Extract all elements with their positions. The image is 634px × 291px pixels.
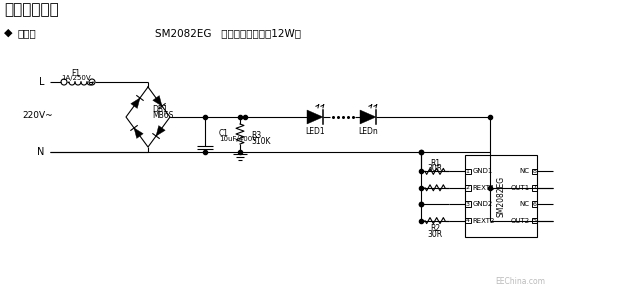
Text: 3: 3 xyxy=(466,202,470,207)
Polygon shape xyxy=(156,126,165,136)
Text: OUT1: OUT1 xyxy=(510,185,529,191)
Text: R3: R3 xyxy=(251,130,261,139)
Text: 30R: 30R xyxy=(427,164,443,173)
Text: 1: 1 xyxy=(466,169,470,174)
Bar xyxy=(465,218,470,223)
Text: L: L xyxy=(39,77,44,87)
Text: OUT2: OUT2 xyxy=(510,218,529,223)
Text: REXT1: REXT1 xyxy=(472,185,495,191)
Text: 方案一: 方案一 xyxy=(18,28,37,38)
Text: NC: NC xyxy=(519,201,529,207)
Text: 4: 4 xyxy=(466,218,470,223)
Text: 30R: 30R xyxy=(427,230,443,239)
Text: REXT2: REXT2 xyxy=(472,218,495,223)
Text: 220V~: 220V~ xyxy=(23,111,53,120)
Bar xyxy=(531,169,537,174)
Bar xyxy=(465,155,537,237)
Polygon shape xyxy=(360,110,376,124)
Text: 10uF/400V: 10uF/400V xyxy=(219,136,257,142)
Text: N: N xyxy=(37,147,44,157)
Text: MB6S: MB6S xyxy=(152,111,173,120)
Bar xyxy=(465,185,470,191)
Bar xyxy=(531,218,537,223)
Bar xyxy=(465,201,470,207)
Text: LED1: LED1 xyxy=(305,127,325,136)
Text: SM2082EG: SM2082EG xyxy=(496,175,505,217)
Text: 510K: 510K xyxy=(251,138,271,146)
Text: GND1: GND1 xyxy=(472,168,493,174)
Text: C1: C1 xyxy=(219,129,229,138)
Text: R2: R2 xyxy=(430,224,440,233)
Polygon shape xyxy=(131,98,140,108)
Text: GND2: GND2 xyxy=(472,201,493,207)
Text: DB1: DB1 xyxy=(152,106,168,114)
Text: 6: 6 xyxy=(533,202,536,207)
Bar xyxy=(531,185,537,191)
Polygon shape xyxy=(307,110,323,124)
Text: R1: R1 xyxy=(430,159,440,168)
Text: 5: 5 xyxy=(533,218,536,223)
Text: 典型应用方案: 典型应用方案 xyxy=(4,2,59,17)
Text: F1: F1 xyxy=(72,68,81,77)
Bar xyxy=(531,201,537,207)
Text: 7: 7 xyxy=(533,185,536,190)
Text: NC: NC xyxy=(519,168,529,174)
Text: 2: 2 xyxy=(466,185,470,190)
Text: 1A/250V: 1A/250V xyxy=(61,75,91,81)
Text: EEChina.com: EEChina.com xyxy=(495,276,545,285)
Text: 8: 8 xyxy=(533,169,536,174)
Polygon shape xyxy=(134,128,143,139)
Text: SM2082EG   无频闪应用方案（12W）: SM2082EG 无频闪应用方案（12W） xyxy=(155,28,301,38)
Polygon shape xyxy=(153,96,162,106)
Text: LEDn: LEDn xyxy=(358,127,378,136)
Text: ◆: ◆ xyxy=(4,28,13,38)
Bar xyxy=(465,169,470,174)
